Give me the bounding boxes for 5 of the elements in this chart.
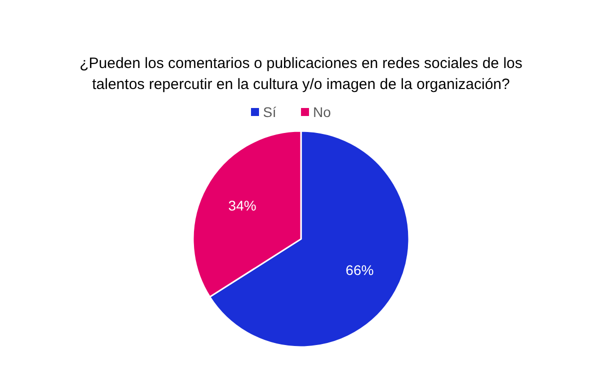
data-label: 66%	[346, 262, 374, 278]
data-label: 34%	[228, 197, 256, 214]
legend-label: Sí	[263, 104, 276, 120]
legend-label: No	[313, 104, 332, 120]
chart-title: ¿Pueden los comentarios o publicaciones en redes sociales de los talentos repercutir en la cultura y/o imagen de la organización?	[80, 55, 522, 93]
